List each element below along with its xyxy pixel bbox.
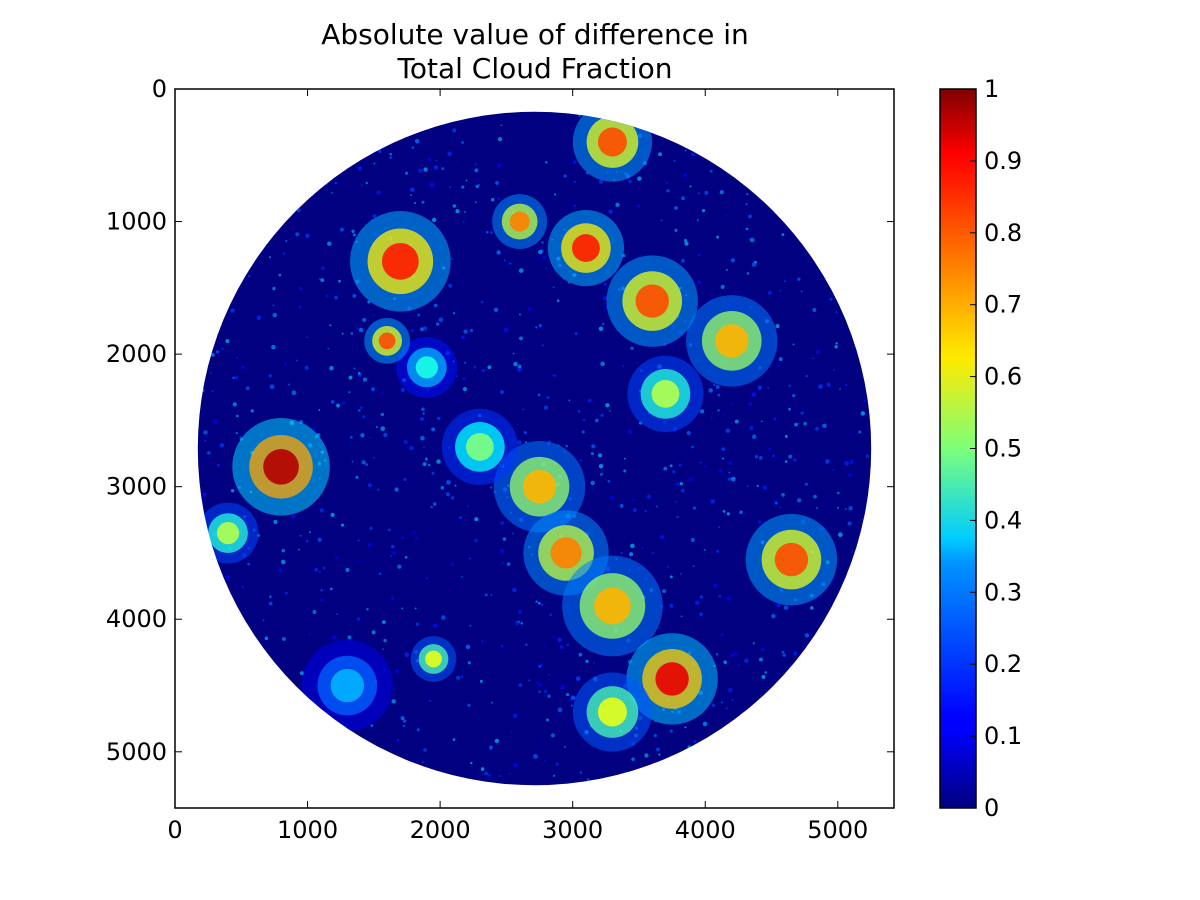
- colorbar-tick-label: 0.3: [984, 578, 1022, 606]
- colorbar-tick-label: 0.5: [984, 435, 1022, 463]
- colorbar-tick-label: 0.7: [984, 291, 1022, 319]
- y-tick-label: 5000: [106, 738, 167, 766]
- y-axis: 0 1000 2000 3000 4000 5000: [106, 75, 894, 766]
- x-tick-label: 1000: [277, 816, 338, 844]
- y-tick-label: 2000: [106, 340, 167, 368]
- colorbar-tick-label: 0.8: [984, 219, 1022, 247]
- heat-feature: [547, 209, 625, 287]
- heat-feature: [197, 502, 259, 564]
- colorbar-axis: 0 0.1 0.2 0.3 0.4 0.5 0.6 0.7 0.8 0.9 1: [970, 75, 1022, 822]
- y-tick-label: 3000: [106, 473, 167, 501]
- colorbar-tick-label: 0: [984, 794, 999, 822]
- heat-feature: [441, 408, 518, 486]
- x-tick-label: 0: [167, 816, 182, 844]
- chart-subtitle: Total Cloud Fraction: [397, 52, 673, 85]
- heat-feature: [606, 255, 698, 347]
- plot-frame: [174, 88, 895, 809]
- chart-title: Absolute value of difference in: [321, 18, 749, 51]
- x-tick-label: 2000: [410, 816, 471, 844]
- heat-feature: [562, 555, 663, 657]
- colorbar-tick-label: 0.9: [984, 147, 1022, 175]
- heat-feature: [301, 639, 394, 732]
- y-tick-label: 1000: [106, 208, 167, 236]
- colorbar-tick-label: 0.2: [984, 650, 1022, 678]
- x-tick-label: 3000: [542, 816, 603, 844]
- heatmap-image: [197, 111, 872, 786]
- y-tick-label: 4000: [106, 605, 167, 633]
- colorbar-tick-label: 0.1: [984, 722, 1022, 750]
- x-axis: 0 1000 2000 3000 4000 5000: [167, 89, 868, 844]
- heat-feature: [686, 295, 778, 387]
- heat-feature: [493, 440, 586, 533]
- heat-feature: [627, 355, 704, 432]
- x-tick-label: 5000: [807, 816, 868, 844]
- heat-feature: [232, 418, 330, 516]
- heat-feature: [572, 672, 653, 752]
- x-tick-label: 4000: [675, 816, 736, 844]
- heat-feature: [410, 636, 457, 682]
- y-tick-label: 0: [152, 75, 167, 103]
- colorbar-tick-label: 0.6: [984, 363, 1022, 391]
- heat-feature: [572, 111, 653, 182]
- heat-feature: [364, 317, 410, 364]
- heat-feature: [396, 336, 458, 398]
- colorbar-tick-label: 1: [984, 75, 999, 103]
- colorbar-tick-label: 0.4: [984, 506, 1022, 534]
- heat-feature: [745, 513, 838, 606]
- heat-feature: [350, 211, 451, 312]
- heat-feature: [492, 194, 548, 249]
- feature-layer: [197, 111, 838, 752]
